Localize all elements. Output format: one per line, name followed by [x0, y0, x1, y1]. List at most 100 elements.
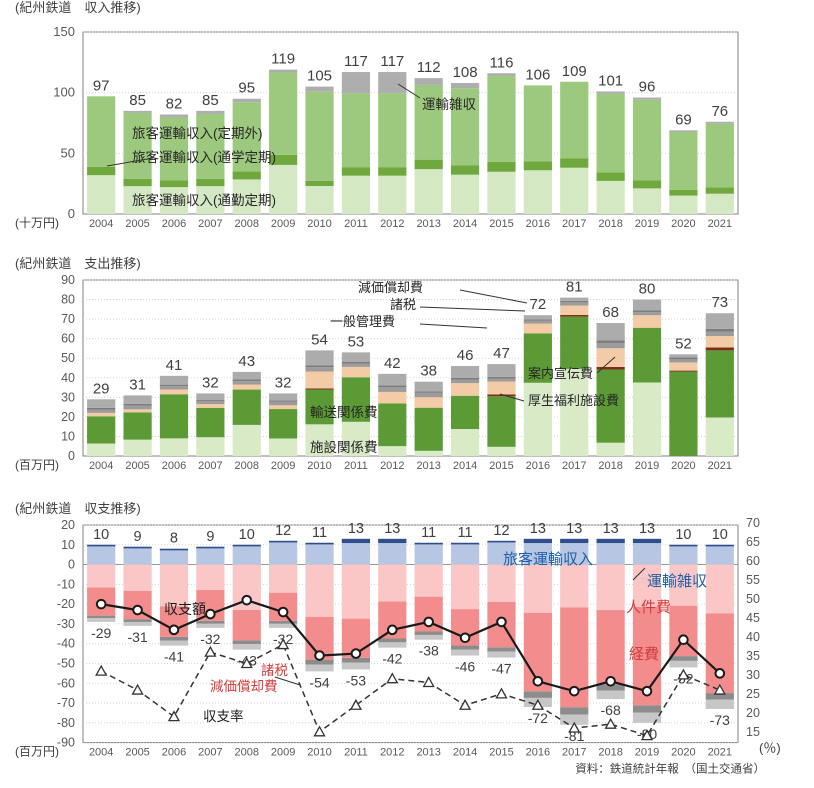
- svg-text:150: 150: [53, 24, 75, 39]
- svg-text:50: 50: [61, 351, 75, 365]
- svg-text:50: 50: [61, 145, 75, 160]
- svg-text:2004: 2004: [89, 218, 113, 230]
- svg-text:2020: 2020: [671, 218, 695, 230]
- svg-text:-42: -42: [382, 651, 402, 667]
- svg-text:2014: 2014: [453, 460, 477, 472]
- svg-text:-41: -41: [164, 649, 184, 665]
- svg-text:12: 12: [493, 523, 509, 539]
- svg-text:2007: 2007: [198, 747, 222, 759]
- svg-text:2011: 2011: [344, 218, 368, 230]
- svg-text:32: 32: [275, 374, 292, 391]
- svg-text:案内宣伝費: 案内宣伝費: [528, 366, 593, 381]
- svg-text:10: 10: [675, 527, 691, 543]
- svg-text:2016: 2016: [526, 218, 550, 230]
- svg-text:人件費: 人件費: [626, 599, 671, 616]
- svg-text:47: 47: [493, 345, 510, 362]
- svg-text:2016: 2016: [526, 747, 550, 759]
- svg-text:(十万円): (十万円): [15, 216, 59, 230]
- svg-text:2014: 2014: [453, 747, 477, 759]
- svg-text:53: 53: [348, 333, 365, 350]
- svg-text:2013: 2013: [416, 460, 440, 472]
- svg-text:2006: 2006: [162, 747, 186, 759]
- svg-text:72: 72: [530, 296, 547, 313]
- svg-text:45: 45: [746, 611, 760, 625]
- svg-text:90: 90: [61, 273, 75, 287]
- svg-text:10: 10: [61, 538, 75, 552]
- svg-text:73: 73: [711, 294, 728, 311]
- svg-text:減価償却費: 減価償却費: [210, 678, 278, 694]
- svg-text:-46: -46: [455, 659, 475, 675]
- svg-text:81: 81: [566, 279, 583, 296]
- svg-text:10: 10: [61, 429, 75, 443]
- svg-text:-72: -72: [528, 710, 548, 726]
- svg-text:-80: -80: [57, 716, 75, 730]
- svg-text:25: 25: [746, 687, 760, 701]
- svg-text:43: 43: [238, 353, 255, 370]
- svg-text:96: 96: [639, 79, 656, 96]
- svg-text:69: 69: [675, 111, 692, 128]
- svg-text:106: 106: [525, 66, 550, 83]
- svg-text:29: 29: [93, 380, 110, 397]
- svg-text:-60: -60: [57, 676, 75, 690]
- svg-text:70: 70: [61, 312, 75, 326]
- svg-text:-70: -70: [57, 696, 75, 710]
- svg-text:2005: 2005: [125, 747, 149, 759]
- svg-text:2004: 2004: [89, 460, 113, 472]
- svg-text:2012: 2012: [380, 218, 404, 230]
- svg-text:70: 70: [746, 516, 760, 530]
- svg-text:2014: 2014: [453, 218, 477, 230]
- svg-text:60: 60: [61, 332, 75, 346]
- svg-text:資料：鉄道統計年報 （国土交通省）: 資料：鉄道統計年報 （国土交通省）: [575, 762, 765, 776]
- svg-text:2004: 2004: [89, 747, 113, 759]
- svg-text:(％): (％): [759, 741, 781, 756]
- svg-text:50: 50: [746, 592, 760, 606]
- svg-text:2008: 2008: [235, 218, 259, 230]
- svg-text:2013: 2013: [416, 218, 440, 230]
- svg-text:-90: -90: [57, 736, 75, 750]
- svg-text:旅客運輸収入: 旅客運輸収入: [503, 551, 593, 568]
- svg-text:40: 40: [61, 371, 75, 385]
- svg-text:13: 13: [348, 521, 364, 537]
- svg-text:60: 60: [746, 554, 760, 568]
- svg-text:経費: 経費: [629, 646, 659, 663]
- svg-text:収支率: 収支率: [203, 708, 244, 724]
- svg-text:2013: 2013: [416, 747, 440, 759]
- svg-text:2021: 2021: [708, 747, 732, 759]
- svg-text:(紀州鉄道 収支推移): (紀州鉄道 収支推移): [15, 501, 141, 516]
- svg-text:101: 101: [598, 72, 623, 89]
- svg-text:9: 9: [206, 529, 214, 545]
- svg-text:2008: 2008: [235, 460, 259, 472]
- svg-text:35: 35: [746, 649, 760, 663]
- svg-text:-10: -10: [57, 577, 75, 591]
- svg-text:輸送関係費: 輸送関係費: [310, 405, 378, 420]
- svg-text:108: 108: [453, 64, 478, 81]
- svg-text:13: 13: [530, 521, 546, 537]
- svg-text:10: 10: [712, 527, 728, 543]
- svg-text:13: 13: [566, 521, 582, 537]
- svg-text:2020: 2020: [671, 747, 695, 759]
- svg-text:施設関係費: 施設関係費: [310, 440, 378, 455]
- svg-text:11: 11: [312, 525, 327, 541]
- svg-text:40: 40: [746, 630, 760, 644]
- svg-text:厚生福利施設費: 厚生福利施設費: [528, 393, 619, 408]
- svg-text:一般管理費: 一般管理費: [330, 314, 395, 329]
- svg-text:旅客運輸収入(通学定期): 旅客運輸収入(通学定期): [132, 149, 276, 165]
- svg-text:-40: -40: [57, 637, 75, 651]
- svg-text:-54: -54: [309, 674, 329, 690]
- svg-text:収支額: 収支額: [164, 601, 206, 617]
- svg-text:0: 0: [68, 206, 75, 221]
- svg-text:82: 82: [166, 96, 183, 113]
- svg-text:11: 11: [458, 525, 473, 541]
- svg-text:54: 54: [311, 331, 328, 348]
- svg-text:2019: 2019: [635, 460, 659, 472]
- svg-text:2005: 2005: [125, 460, 149, 472]
- svg-text:20: 20: [746, 706, 760, 720]
- svg-text:46: 46: [457, 347, 474, 364]
- svg-text:20: 20: [61, 410, 75, 424]
- svg-text:-29: -29: [91, 625, 111, 641]
- svg-text:65: 65: [746, 535, 760, 549]
- svg-text:11: 11: [421, 525, 436, 541]
- svg-text:0: 0: [68, 449, 75, 463]
- svg-text:117: 117: [344, 53, 368, 70]
- svg-text:2015: 2015: [489, 218, 513, 230]
